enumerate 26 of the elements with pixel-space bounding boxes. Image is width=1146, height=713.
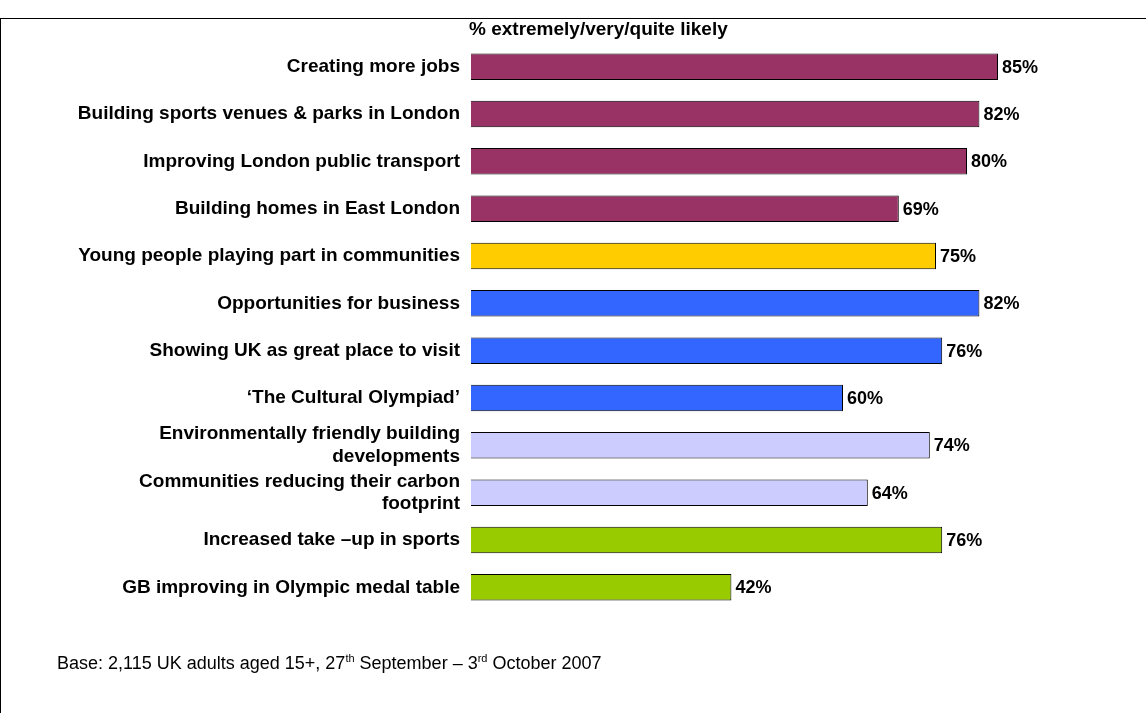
data-label: 75%	[940, 245, 977, 266]
y-tick-label: ‘The Cultural Olympiad’	[246, 386, 460, 408]
y-tick-label: Communities reducing their carbon footprint	[139, 469, 461, 514]
y-tick-label: Building sports venues & parks in London	[77, 102, 460, 124]
data-label: 64%	[871, 482, 908, 503]
data-label: 82%	[983, 103, 1020, 124]
data-label: 76%	[946, 340, 983, 361]
data-label: 74%	[933, 435, 970, 456]
y-tick-label: Showing UK as great place to visit	[149, 338, 461, 360]
y-tick-label: Environmentally friendly building developments	[159, 422, 460, 466]
data-label: 85%	[1002, 56, 1039, 77]
data-label: 76%	[946, 529, 983, 550]
y-tick-label: Creating more jobs	[286, 54, 460, 76]
y-tick-label: Opportunities for business	[217, 291, 460, 313]
y-tick-label: GB improving in Olympic medal table	[122, 575, 460, 597]
data-label: 60%	[847, 387, 884, 408]
text: Base: 2,115 UK adults aged 15+, 27$^{th}$ September – 3$^{rd}$ October 2007	[57, 652, 602, 674]
data-label: 69%	[902, 198, 939, 219]
y-tick-label: Improving London public transport	[143, 149, 461, 171]
y-tick-label: Young people playing part in communities	[78, 244, 460, 266]
data-label: 42%	[735, 577, 772, 598]
data-label: 80%	[971, 151, 1008, 172]
chart-title: % extremely/very/quite likely	[469, 18, 728, 40]
y-tick-label: Building homes in East London	[175, 196, 460, 218]
y-tick-label: Increased take –up in sports	[203, 528, 460, 550]
data-label: 82%	[983, 293, 1020, 314]
